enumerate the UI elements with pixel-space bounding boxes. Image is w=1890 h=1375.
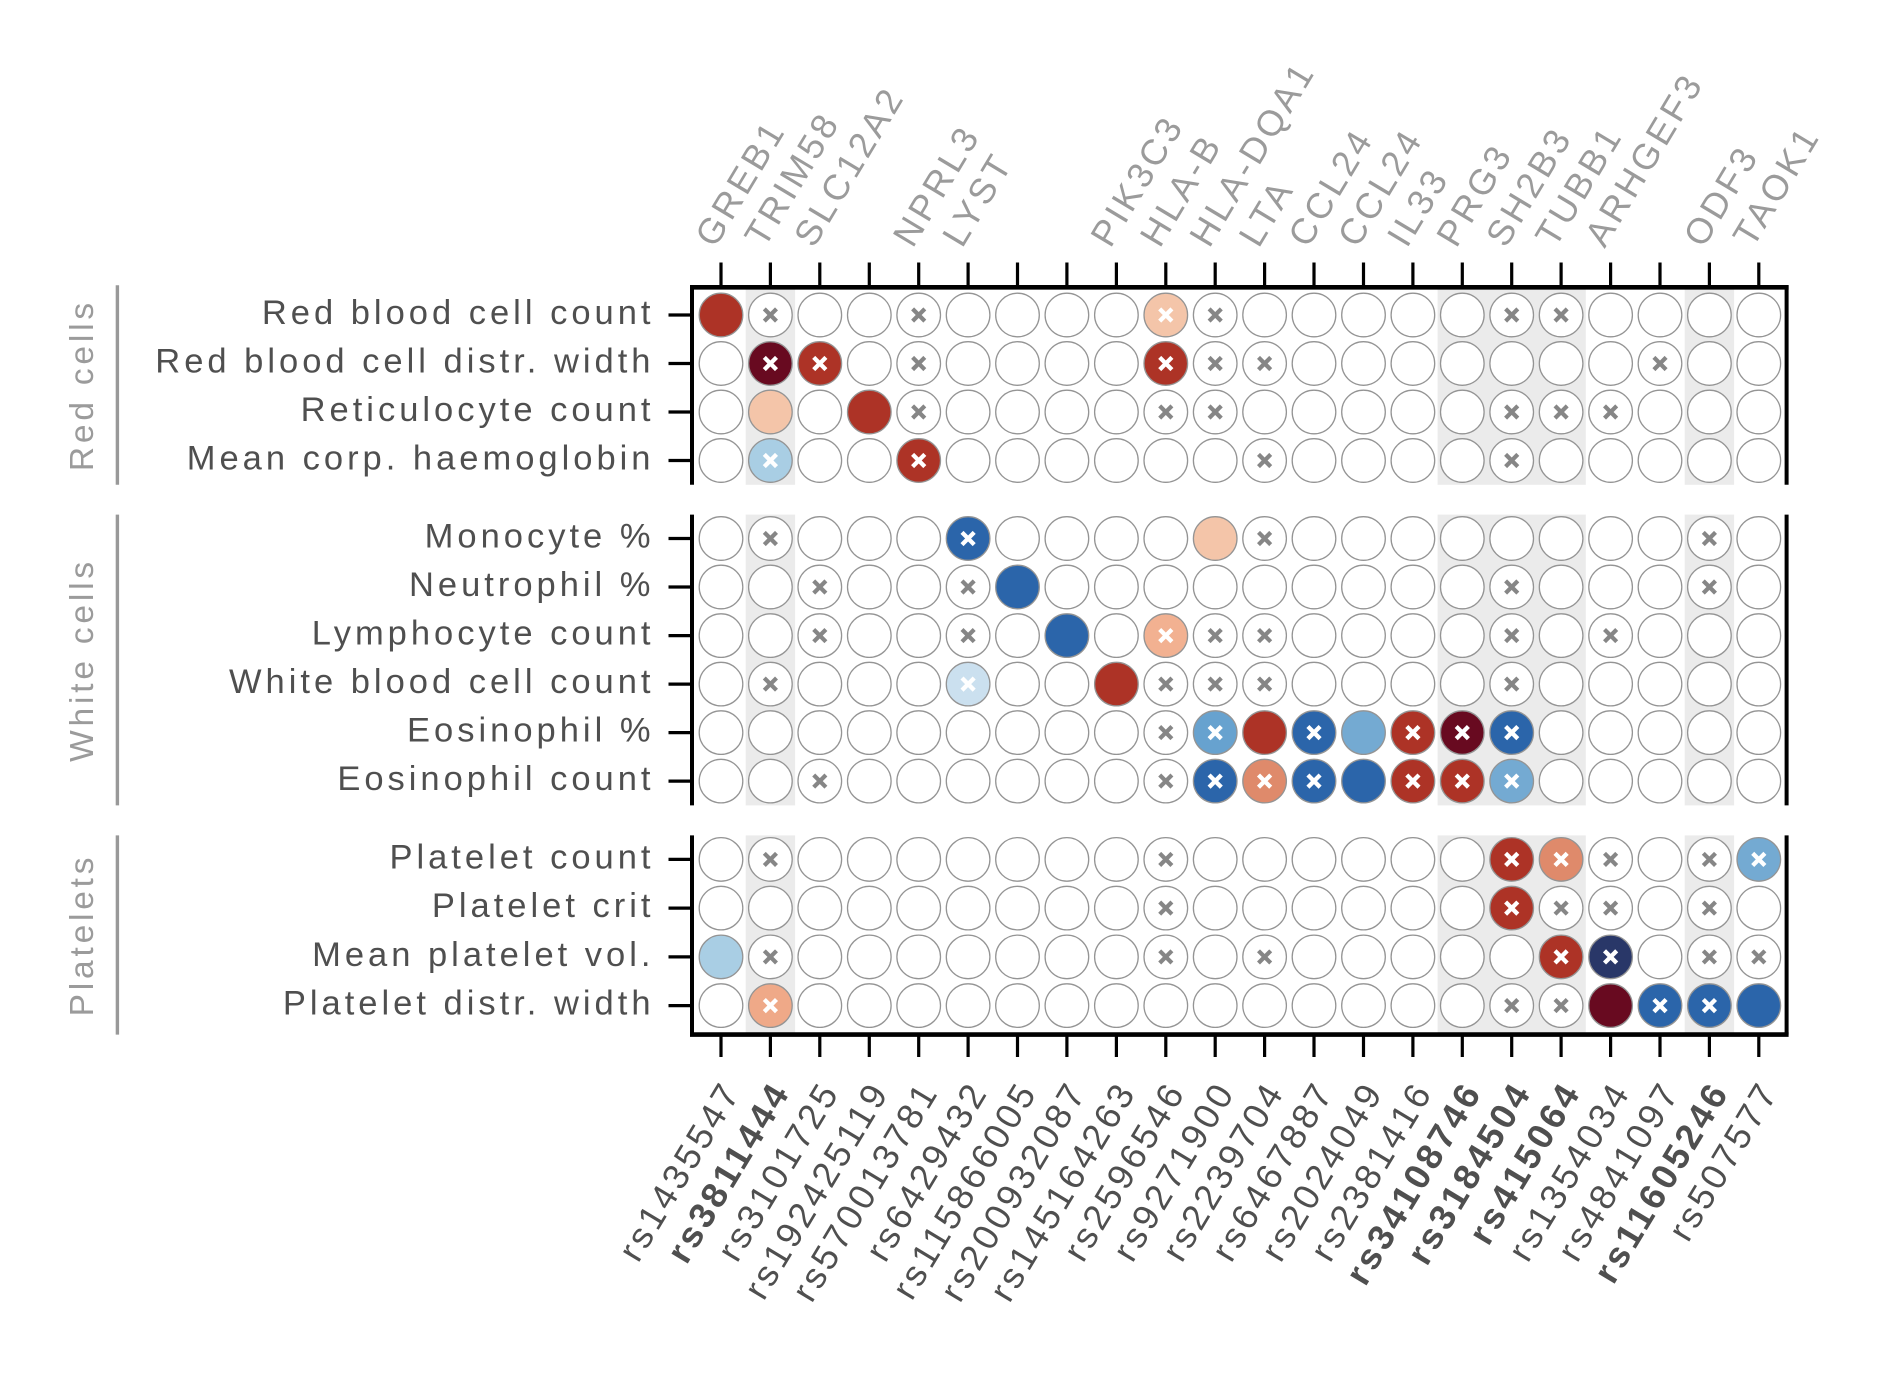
svg-text:White blood cell count: White blood cell count: [229, 663, 655, 701]
svg-text:Eosinophil %: Eosinophil %: [407, 712, 654, 750]
svg-text:Mean platelet vol.: Mean platelet vol.: [312, 936, 654, 974]
svg-text:Neutrophil %: Neutrophil %: [409, 566, 655, 604]
svg-text:Reticulocyte count: Reticulocyte count: [301, 391, 655, 429]
svg-text:Red cells: Red cells: [64, 299, 101, 471]
svg-text:Eosinophil count: Eosinophil count: [337, 760, 654, 798]
svg-text:Platelets: Platelets: [64, 854, 101, 1017]
svg-text:Platelet distr. width: Platelet distr. width: [283, 985, 655, 1023]
svg-text:Red blood cell distr. width: Red blood cell distr. width: [155, 343, 654, 381]
svg-text:Mean corp. haemoglobin: Mean corp. haemoglobin: [187, 440, 655, 478]
svg-text:Red blood cell count: Red blood cell count: [262, 294, 655, 332]
svg-text:Monocyte %: Monocyte %: [425, 518, 655, 556]
svg-text:Lymphocyte count: Lymphocyte count: [312, 615, 655, 653]
svg-text:Platelet count: Platelet count: [389, 838, 654, 876]
svg-text:White cells: White cells: [64, 558, 101, 762]
svg-text:Platelet crit: Platelet crit: [432, 887, 655, 925]
